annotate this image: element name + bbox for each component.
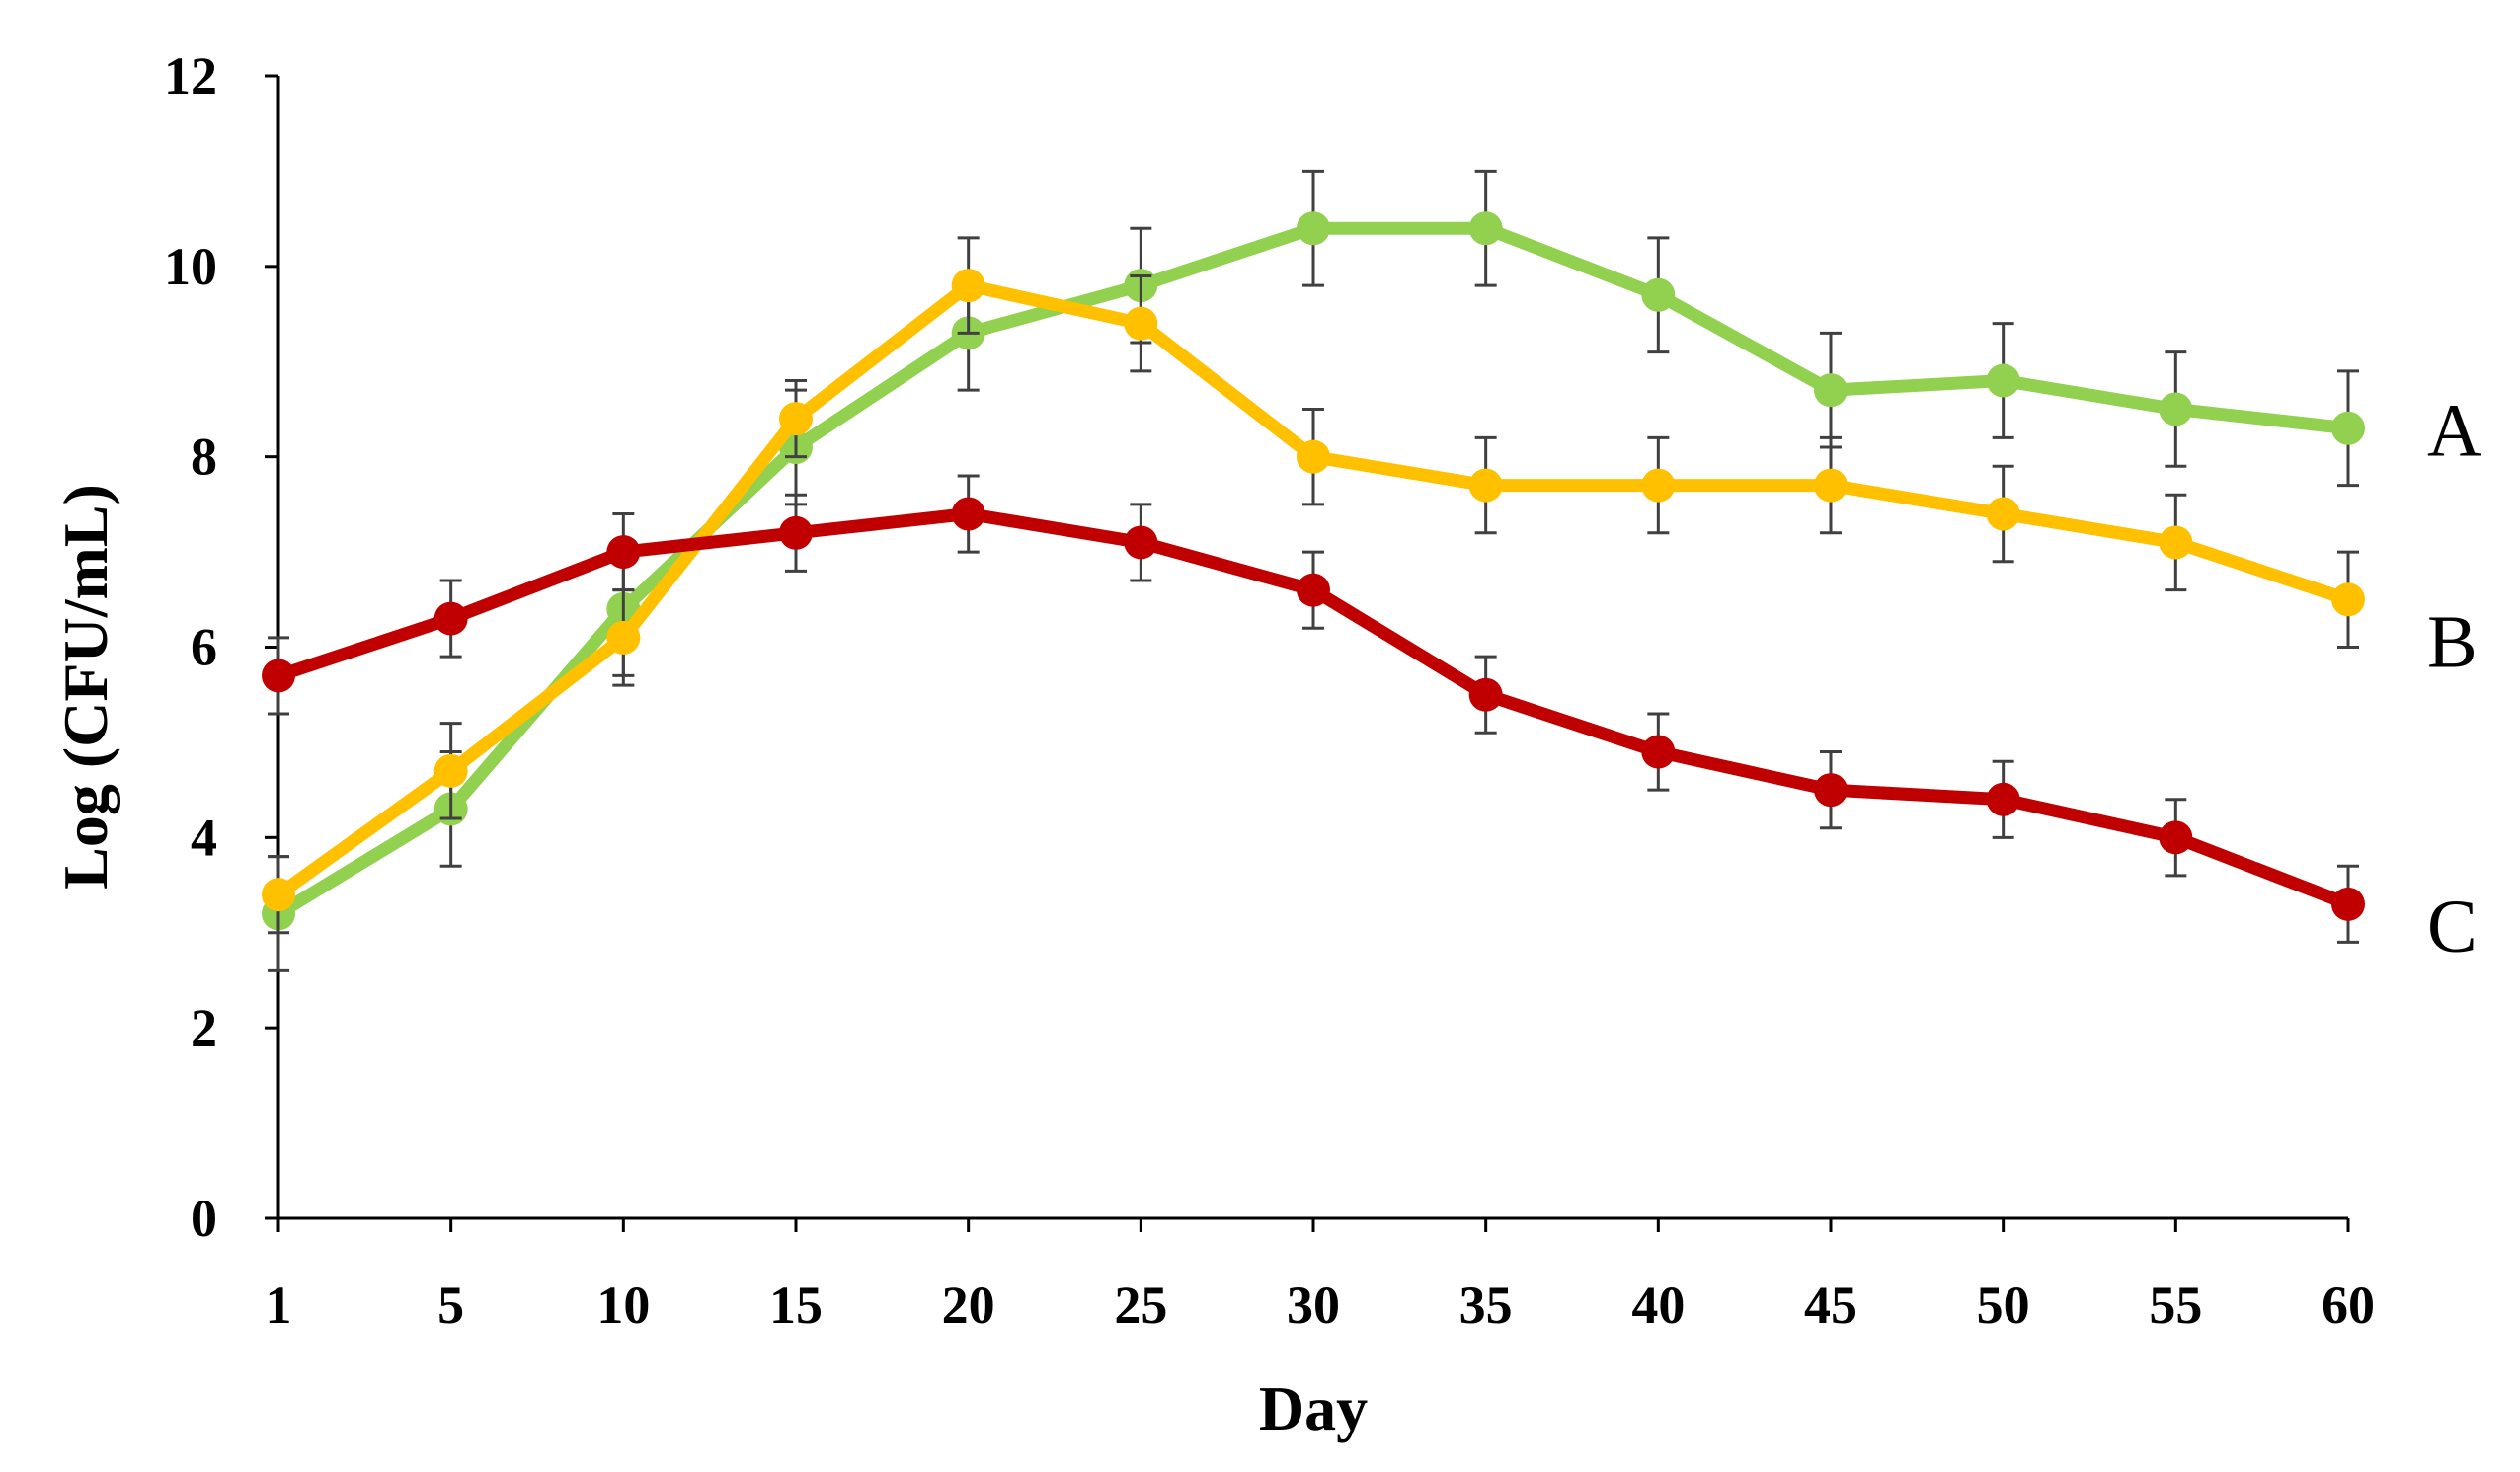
y-tick-label: 0 bbox=[191, 1189, 217, 1248]
x-tick-label: 5 bbox=[437, 1276, 464, 1335]
data-point bbox=[1297, 211, 1330, 246]
x-tick-label: 10 bbox=[596, 1276, 650, 1335]
data-point bbox=[2159, 392, 2193, 426]
series-A: A bbox=[262, 169, 2481, 972]
x-tick-label: 1 bbox=[266, 1276, 292, 1335]
x-tick-label: 25 bbox=[1114, 1276, 1167, 1335]
data-point bbox=[1468, 677, 1503, 712]
x-tick-label: 50 bbox=[1977, 1276, 2030, 1335]
series-C: C bbox=[262, 474, 2478, 968]
data-point bbox=[1468, 211, 1503, 246]
data-point bbox=[1814, 373, 1848, 408]
y-axis-title: Log (CFU/mL) bbox=[50, 484, 120, 890]
y-tick-label: 8 bbox=[191, 427, 217, 487]
series-label: C bbox=[2427, 886, 2478, 968]
x-tick-label: 20 bbox=[942, 1276, 995, 1335]
data-point bbox=[606, 620, 641, 655]
data-point bbox=[1641, 468, 1676, 503]
data-point bbox=[1124, 525, 1158, 560]
series-label: B bbox=[2427, 600, 2478, 683]
series-layer: A B C bbox=[262, 169, 2481, 972]
data-point bbox=[2331, 411, 2365, 445]
data-point bbox=[1814, 468, 1848, 503]
x-axis-title: Day bbox=[1259, 1373, 1368, 1443]
x-tick-label: 15 bbox=[769, 1276, 823, 1335]
x-axis: 1 5 10 15 20 25 30 35 40 45 50 55 60 bbox=[266, 1216, 2375, 1335]
data-point bbox=[1641, 277, 1676, 312]
y-tick-label: 10 bbox=[164, 237, 217, 296]
data-point bbox=[1641, 735, 1676, 769]
y-tick-label: 2 bbox=[191, 998, 217, 1057]
x-tick-label: 55 bbox=[2149, 1276, 2202, 1335]
data-point bbox=[433, 753, 468, 788]
data-point bbox=[2331, 887, 2365, 921]
data-point bbox=[1297, 439, 1330, 474]
data-point bbox=[1297, 573, 1330, 607]
x-tick-label: 60 bbox=[2322, 1276, 2375, 1335]
x-tick-label: 40 bbox=[1631, 1276, 1685, 1335]
data-point bbox=[2159, 820, 2193, 855]
x-tick-label: 30 bbox=[1287, 1276, 1340, 1335]
data-point bbox=[262, 878, 295, 912]
x-tick-label: 45 bbox=[1804, 1276, 1857, 1335]
data-point bbox=[433, 601, 468, 636]
data-point bbox=[1468, 468, 1503, 503]
data-point bbox=[1124, 306, 1158, 341]
y-tick-label: 6 bbox=[191, 618, 217, 677]
data-point bbox=[1986, 363, 2020, 398]
series-label: A bbox=[2427, 390, 2481, 473]
data-point bbox=[779, 515, 813, 550]
y-tick-label: 4 bbox=[191, 808, 217, 867]
x-tick-label: 35 bbox=[1459, 1276, 1513, 1335]
data-point bbox=[779, 402, 813, 436]
y-tick-label: 12 bbox=[164, 46, 217, 106]
data-point bbox=[2331, 582, 2365, 617]
data-point bbox=[262, 659, 295, 693]
data-point bbox=[1986, 497, 2020, 531]
data-point bbox=[951, 269, 985, 303]
data-point bbox=[1814, 773, 1848, 808]
data-point bbox=[951, 497, 985, 531]
y-axis: 0 2 4 6 8 10 12 bbox=[164, 46, 280, 1248]
data-point bbox=[2159, 525, 2193, 560]
series-B: B bbox=[262, 236, 2478, 935]
data-point bbox=[1986, 782, 2020, 816]
data-point bbox=[606, 535, 641, 570]
